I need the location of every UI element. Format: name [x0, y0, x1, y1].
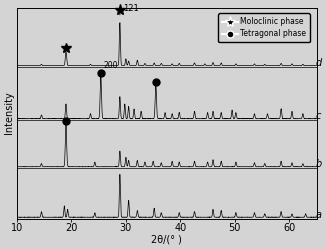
Text: d: d	[316, 58, 322, 68]
Text: 200: 200	[104, 61, 118, 70]
X-axis label: 2θ/(° ): 2θ/(° )	[151, 235, 182, 245]
Text: 121: 121	[123, 4, 138, 13]
Text: b: b	[316, 159, 322, 169]
Text: a: a	[316, 210, 321, 220]
Text: c: c	[316, 111, 321, 121]
Y-axis label: Intensity: Intensity	[4, 92, 14, 134]
Legend: Moloclinic phase, Tetragonal phase: Moloclinic phase, Tetragonal phase	[218, 13, 310, 42]
